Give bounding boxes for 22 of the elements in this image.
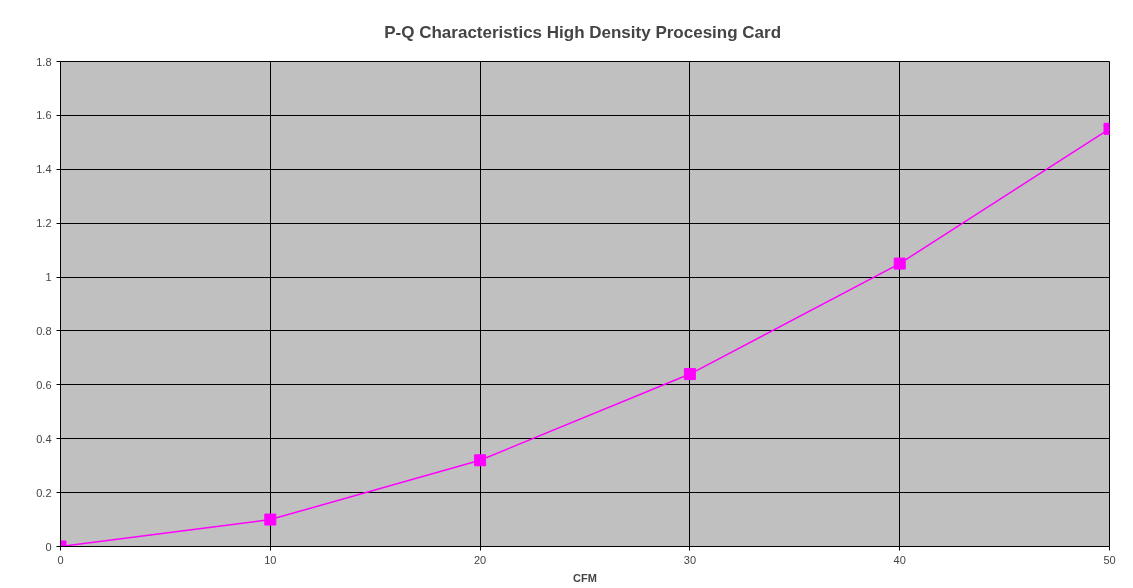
point [683, 368, 696, 381]
y-tick-label: 0.2 [36, 486, 52, 499]
point [893, 257, 906, 270]
x-tick-label: 50 [1103, 553, 1116, 566]
y-tick-label: 1.4 [36, 163, 52, 176]
y-tick-label: 1 [45, 271, 52, 284]
x-tick-label: 10 [264, 553, 277, 566]
y-tick-label: 1.2 [36, 217, 52, 230]
y-tick-label: 0.4 [36, 432, 52, 445]
y-tick-label: 1.8 [36, 55, 52, 68]
y-tick-label: 0 [45, 540, 52, 553]
point [474, 454, 487, 467]
x-tick-label: 0 [57, 553, 64, 566]
x-tick-label: 30 [683, 553, 697, 566]
x-tick-label: 40 [893, 553, 906, 566]
y-tick-label: 0.8 [36, 324, 52, 337]
y-tick-label: 0.6 [36, 378, 52, 391]
x-tick-label: 20 [473, 553, 487, 566]
x-axis-title: CFM [573, 571, 597, 584]
point [264, 513, 277, 526]
chart-title: P-Q Characteristics High Density Procesing Card [384, 22, 782, 42]
y-tick-label: 1.6 [36, 109, 52, 122]
